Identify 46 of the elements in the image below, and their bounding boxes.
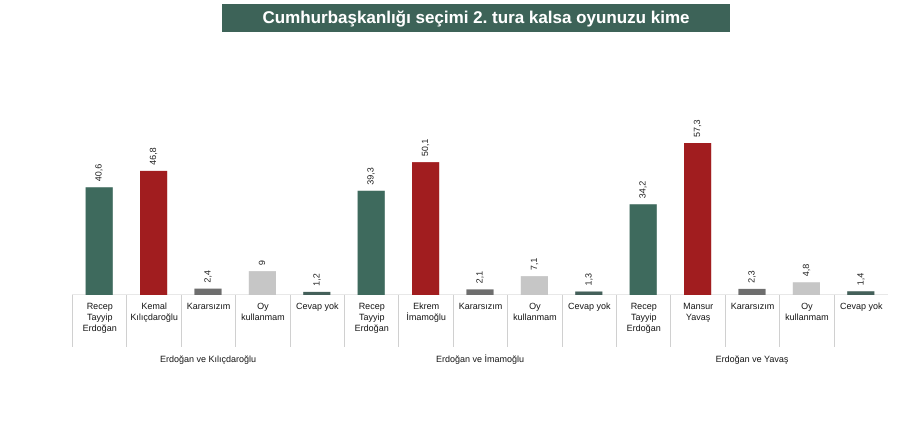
data-label: 7,1	[528, 258, 539, 270]
data-label: 46,8	[148, 147, 158, 165]
data-label: 2,4	[202, 270, 212, 283]
bar	[575, 292, 602, 295]
x-tick-label: Oy kullanmam	[512, 301, 558, 323]
data-label: 2,3	[746, 270, 756, 283]
x-tick-label: Kararsızım	[730, 301, 776, 312]
data-label: 34,2	[638, 180, 648, 198]
data-label: 1,4	[855, 272, 866, 286]
x-tick-label: Oy kullanmam	[784, 301, 830, 323]
data-label: 39,3	[366, 167, 376, 185]
x-axis-title: Erdoğan ve Yavaş	[714, 354, 790, 365]
x-tick-label: Kemal Kılıçdaroğlu	[129, 301, 179, 323]
bar	[630, 204, 657, 295]
bar	[303, 292, 330, 295]
x-tick-label: Kararsızım	[186, 301, 232, 312]
bar	[140, 170, 168, 295]
x-tick-label: Cevap yok	[839, 301, 884, 312]
bar	[194, 288, 222, 295]
x-tick-label: Oy kullanmam	[240, 301, 286, 323]
data-label: 1,2	[311, 273, 322, 286]
bar	[358, 190, 385, 295]
x-tick-label: Cevap yok	[567, 301, 612, 312]
bar	[847, 291, 874, 295]
bar	[738, 288, 766, 295]
data-label: 40,6	[94, 164, 104, 182]
bar	[466, 289, 494, 295]
x-tick-label: Recep Tayyip Erdoğan	[626, 301, 662, 334]
x-tick-label: Recep Tayyip Erdoğan	[82, 301, 118, 334]
data-label: 2,1	[474, 270, 484, 284]
bar	[684, 143, 712, 295]
bar	[86, 187, 113, 295]
x-axis-title: Erdoğan ve İmamoğlu	[434, 354, 526, 365]
data-label: 9	[256, 260, 267, 266]
x-tick-label: Cevap yok	[295, 301, 340, 312]
text: Cumhurbaşkanlığı seçimi 2. tura kalsa oyunuzu kime	[222, 4, 730, 32]
data-label: 57,3	[692, 119, 702, 137]
data-label: 1,3	[583, 273, 594, 286]
data-label: 4,8	[800, 264, 811, 276]
x-axis-title: Erdoğan ve Kılıçdaroğlu	[158, 354, 258, 365]
bar	[412, 162, 440, 295]
x-tick-label: Ekrem İmamoğlu	[405, 301, 447, 323]
x-tick-label: Mansur Yavaş	[682, 301, 714, 323]
x-tick-label: Recep Tayyip Erdoğan	[354, 301, 390, 334]
x-tick-label: Kararsızım	[458, 301, 504, 312]
data-label: 50,1	[420, 138, 430, 156]
